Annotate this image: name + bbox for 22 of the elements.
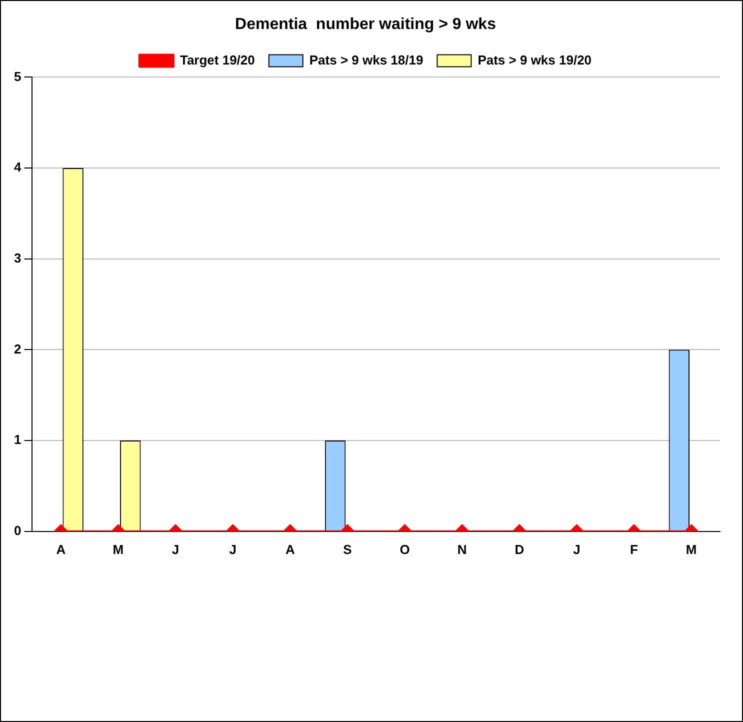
x-tick-label: M [686,542,697,557]
y-tick-label: 4 [14,160,22,175]
x-tick-label: F [630,542,638,557]
legend-label: Pats > 9 wks 19/20 [478,52,592,68]
x-tick-label: A [56,542,66,557]
y-tick-label: 5 [14,68,22,84]
x-tick-label: N [457,542,467,557]
chart-title: Dementia number waiting > 9 wks [235,16,496,34]
x-tick-label: A [285,542,296,557]
x-tick-label: O [400,542,410,557]
legend-label: Target 19/20 [180,52,255,68]
y-tick-label: 3 [14,250,22,266]
x-tick-label: J [573,542,580,557]
x-tick-label: M [112,542,124,557]
x-tick-label: S [343,542,352,557]
y-tick-label: 2 [14,341,22,356]
y-tick-label: 1 [14,432,22,448]
y-tick-label: 0 [14,522,22,538]
x-tick-label: J [229,542,236,557]
x-tick-label: J [172,542,180,557]
legend-label: Pats > 9 wks 18/19 [309,52,424,68]
x-tick-label: D [514,542,524,557]
